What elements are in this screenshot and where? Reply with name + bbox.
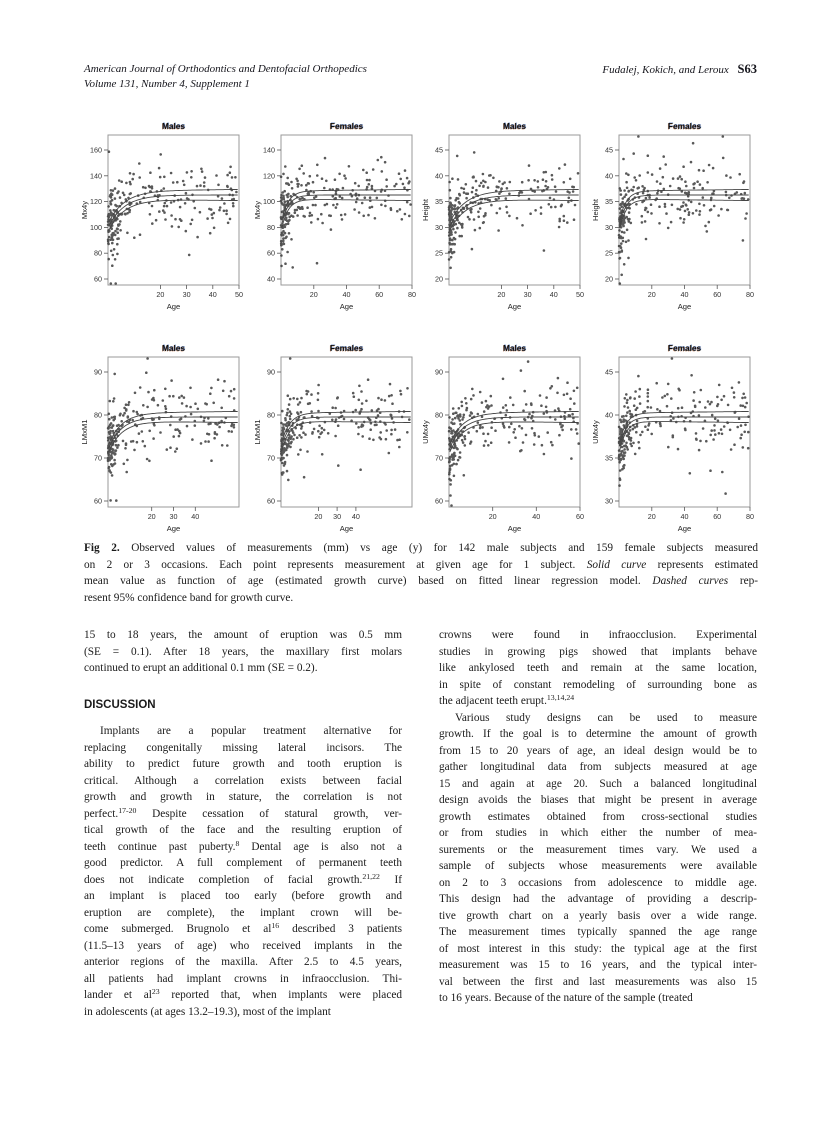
svg-text:20: 20	[648, 290, 656, 299]
svg-text:40: 40	[435, 171, 443, 180]
svg-text:20: 20	[156, 290, 164, 299]
svg-text:60: 60	[713, 290, 721, 299]
svg-text:80: 80	[408, 290, 416, 299]
svg-text:20: 20	[489, 512, 497, 521]
svg-text:40: 40	[532, 512, 540, 521]
svg-text:60: 60	[267, 249, 275, 258]
svg-text:120: 120	[263, 171, 275, 180]
svg-text:140: 140	[90, 171, 102, 180]
svg-text:40: 40	[209, 290, 217, 299]
svg-text:35: 35	[435, 197, 443, 206]
svg-text:Males: Males	[162, 121, 185, 131]
svg-text:Females: Females	[668, 121, 702, 131]
svg-text:LMxM1: LMxM1	[253, 420, 262, 445]
svg-text:40: 40	[191, 512, 199, 521]
svg-text:100: 100	[90, 223, 102, 232]
svg-text:40: 40	[681, 290, 689, 299]
svg-text:30: 30	[605, 497, 613, 506]
svg-text:50: 50	[235, 290, 243, 299]
svg-text:40: 40	[605, 171, 613, 180]
svg-text:60: 60	[94, 497, 102, 506]
svg-text:80: 80	[94, 249, 102, 258]
svg-text:80: 80	[746, 290, 754, 299]
svg-text:Height: Height	[591, 198, 600, 221]
svg-text:160: 160	[90, 146, 102, 155]
svg-text:80: 80	[267, 223, 275, 232]
svg-text:30: 30	[183, 290, 191, 299]
svg-text:80: 80	[746, 512, 754, 521]
svg-text:90: 90	[94, 368, 102, 377]
svg-text:20: 20	[605, 275, 613, 284]
svg-text:Age: Age	[340, 524, 354, 533]
svg-text:UMx4y: UMx4y	[591, 420, 600, 444]
svg-text:Age: Age	[508, 524, 522, 533]
svg-text:30: 30	[170, 512, 178, 521]
svg-text:40: 40	[352, 512, 360, 521]
svg-text:Females: Females	[330, 121, 364, 131]
svg-text:Height: Height	[421, 198, 430, 221]
svg-text:100: 100	[263, 197, 275, 206]
svg-text:60: 60	[375, 290, 383, 299]
svg-text:20: 20	[148, 512, 156, 521]
svg-text:60: 60	[267, 497, 275, 506]
svg-text:140: 140	[263, 146, 275, 155]
svg-text:Males: Males	[503, 121, 526, 131]
svg-text:30: 30	[333, 512, 341, 521]
svg-text:45: 45	[605, 368, 613, 377]
svg-text:20: 20	[435, 275, 443, 284]
svg-text:Age: Age	[678, 524, 692, 533]
svg-text:30: 30	[605, 223, 613, 232]
svg-text:60: 60	[435, 497, 443, 506]
svg-text:120: 120	[90, 197, 102, 206]
svg-text:Age: Age	[167, 302, 181, 311]
svg-text:30: 30	[435, 223, 443, 232]
svg-text:80: 80	[435, 411, 443, 420]
svg-text:40: 40	[681, 512, 689, 521]
svg-text:60: 60	[94, 275, 102, 284]
svg-text:25: 25	[435, 249, 443, 258]
svg-text:45: 45	[605, 146, 613, 155]
svg-text:Age: Age	[167, 524, 181, 533]
svg-text:LMxM1: LMxM1	[80, 420, 89, 445]
svg-text:80: 80	[94, 411, 102, 420]
svg-text:Age: Age	[678, 302, 692, 311]
svg-text:25: 25	[605, 249, 613, 258]
svg-text:Males: Males	[503, 343, 526, 353]
svg-text:50: 50	[576, 290, 584, 299]
svg-text:80: 80	[267, 411, 275, 420]
svg-text:Females: Females	[330, 343, 364, 353]
svg-text:20: 20	[314, 512, 322, 521]
svg-text:Age: Age	[340, 302, 354, 311]
svg-text:60: 60	[713, 512, 721, 521]
svg-text:40: 40	[550, 290, 558, 299]
svg-text:70: 70	[435, 454, 443, 463]
svg-text:UMx4y: UMx4y	[421, 420, 430, 444]
svg-text:Females: Females	[668, 343, 702, 353]
svg-text:Mx4y: Mx4y	[80, 201, 89, 219]
svg-text:70: 70	[267, 454, 275, 463]
svg-text:Males: Males	[162, 343, 185, 353]
svg-text:20: 20	[648, 512, 656, 521]
svg-text:90: 90	[267, 368, 275, 377]
svg-text:90: 90	[435, 368, 443, 377]
svg-text:40: 40	[343, 290, 351, 299]
svg-text:45: 45	[435, 146, 443, 155]
svg-text:70: 70	[94, 454, 102, 463]
svg-text:20: 20	[310, 290, 318, 299]
svg-text:20: 20	[497, 290, 505, 299]
svg-text:30: 30	[524, 290, 532, 299]
svg-text:40: 40	[605, 411, 613, 420]
svg-text:Age: Age	[508, 302, 522, 311]
svg-text:60: 60	[576, 512, 584, 521]
svg-text:40: 40	[267, 275, 275, 284]
svg-text:35: 35	[605, 454, 613, 463]
svg-text:35: 35	[605, 197, 613, 206]
svg-text:Mx4y: Mx4y	[253, 201, 262, 219]
